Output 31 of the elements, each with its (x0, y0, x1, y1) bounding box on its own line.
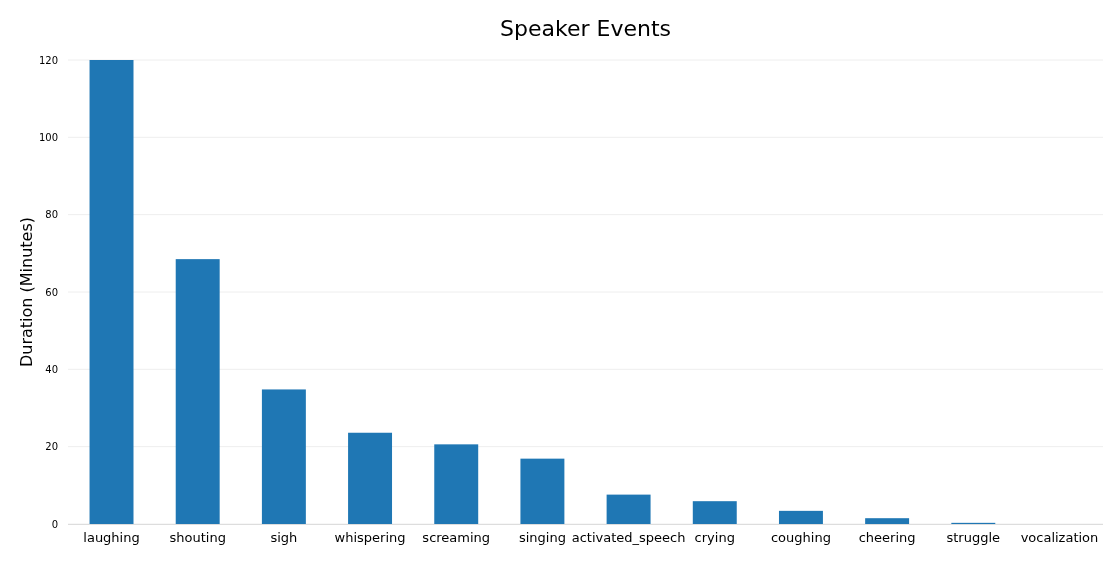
bar (348, 432, 393, 524)
bar (520, 458, 565, 524)
x-tick-label: struggle (946, 530, 1001, 545)
x-tick-label: activated_speech (571, 530, 686, 545)
x-tick-label: crying (694, 530, 735, 545)
y-tick-label: 20 (45, 441, 58, 453)
y-tick-label: 120 (38, 54, 58, 66)
x-tick-label: cheering (858, 530, 916, 545)
y-tick-label: 0 (51, 518, 58, 530)
x-tick-label: whispering (334, 530, 406, 545)
bar (434, 444, 479, 524)
y-tick-label: 60 (45, 286, 58, 298)
bar (865, 518, 910, 524)
x-tick-label: coughing (770, 530, 831, 545)
y-axis-title: Duration (Minutes) (17, 216, 36, 368)
x-tick-label: shouting (169, 530, 226, 545)
y-tick-label: 100 (38, 131, 58, 143)
bar (606, 494, 651, 524)
x-tick-label: singing (518, 530, 566, 545)
bar (261, 389, 306, 524)
x-tick-label: sigh (270, 530, 298, 545)
bar (692, 501, 737, 524)
x-tick-label: screaming (422, 530, 491, 545)
bar (778, 510, 823, 524)
chart-title: Speaker Events (500, 16, 671, 41)
bar (89, 60, 134, 524)
x-tick-label: laughing (83, 530, 140, 545)
x-tick-label: vocalization (1020, 530, 1099, 545)
y-tick-label: 80 (45, 209, 58, 221)
bar (175, 259, 220, 524)
y-tick-label: 40 (45, 363, 58, 375)
